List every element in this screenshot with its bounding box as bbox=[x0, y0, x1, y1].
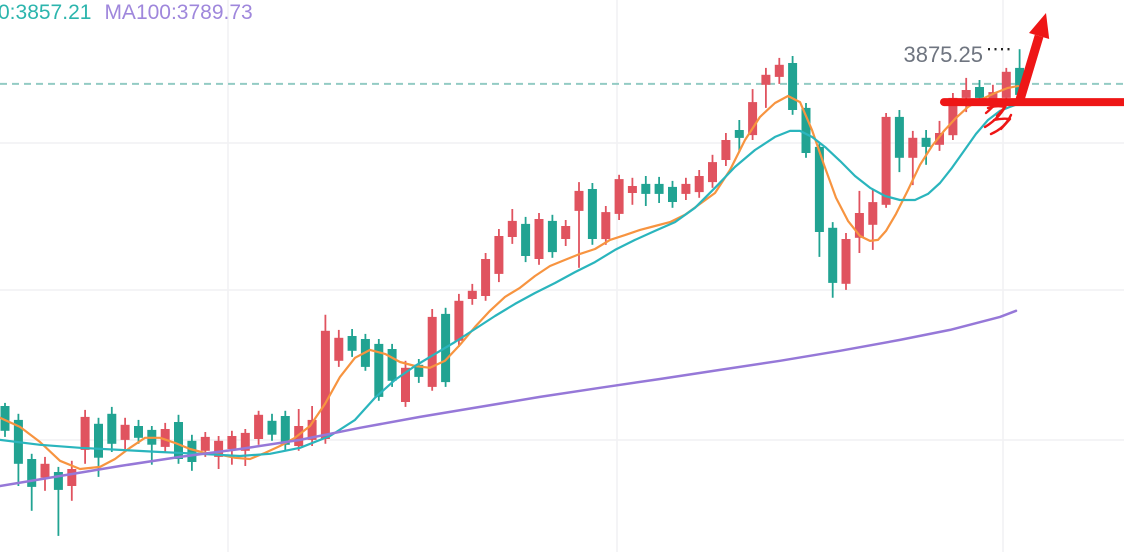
candle bbox=[961, 90, 971, 98]
candle bbox=[721, 140, 731, 160]
candle bbox=[828, 227, 838, 283]
candle bbox=[975, 87, 984, 98]
candle bbox=[374, 343, 384, 397]
candle bbox=[881, 116, 891, 205]
candle bbox=[40, 463, 50, 478]
MA100-line bbox=[0, 309, 1018, 488]
candle bbox=[134, 426, 143, 438]
candle bbox=[120, 424, 130, 440]
candle bbox=[0, 406, 10, 431]
candle bbox=[227, 436, 237, 449]
candle bbox=[214, 440, 224, 457]
candle bbox=[654, 183, 664, 194]
candle bbox=[53, 472, 63, 490]
candle bbox=[27, 459, 37, 487]
candle bbox=[80, 416, 90, 450]
candle bbox=[454, 300, 464, 341]
candle bbox=[814, 146, 824, 232]
candle bbox=[935, 133, 944, 145]
candle bbox=[240, 432, 250, 451]
candle bbox=[841, 239, 851, 284]
candle bbox=[788, 63, 798, 110]
candle bbox=[627, 186, 637, 193]
candle bbox=[521, 223, 531, 256]
candle bbox=[708, 162, 717, 183]
candle bbox=[307, 419, 317, 440]
candles bbox=[0, 49, 1025, 536]
candle bbox=[401, 367, 410, 402]
candle bbox=[1015, 67, 1025, 95]
candle bbox=[668, 186, 677, 202]
candle bbox=[641, 183, 651, 194]
long-marker-character bbox=[983, 100, 1013, 136]
candle bbox=[94, 423, 103, 458]
candle bbox=[948, 97, 958, 136]
candle bbox=[694, 176, 704, 193]
candle bbox=[334, 337, 344, 361]
candle bbox=[67, 469, 77, 486]
candle bbox=[427, 316, 437, 387]
ma100-legend-value: MA100:3789.73 bbox=[104, 1, 253, 24]
candle bbox=[988, 92, 998, 100]
candle bbox=[547, 220, 557, 253]
candle bbox=[414, 364, 424, 377]
candle bbox=[174, 422, 183, 459]
candle bbox=[734, 130, 744, 138]
candle bbox=[854, 213, 864, 238]
candle bbox=[494, 236, 504, 274]
candle bbox=[254, 414, 264, 439]
candle bbox=[267, 420, 277, 435]
candle bbox=[868, 202, 878, 225]
high-price-label: 3875.25 bbox=[903, 42, 983, 67]
ma-teal-line bbox=[0, 102, 1020, 458]
candle bbox=[774, 64, 784, 77]
candle bbox=[387, 349, 397, 381]
candle bbox=[280, 416, 290, 445]
candle bbox=[507, 220, 517, 237]
candle bbox=[1001, 71, 1011, 98]
ma30-legend-value: 0:3857.21 bbox=[0, 1, 92, 24]
candle bbox=[481, 259, 491, 296]
candle bbox=[200, 436, 210, 451]
candle bbox=[614, 179, 624, 214]
candle bbox=[908, 137, 918, 158]
ma-legend: 0:3857.21 MA100:3789.73 bbox=[0, 1, 253, 25]
candle bbox=[561, 226, 571, 239]
candle bbox=[748, 102, 758, 136]
candle bbox=[187, 440, 197, 462]
candle bbox=[894, 116, 904, 158]
candle bbox=[534, 219, 544, 259]
candle bbox=[107, 413, 117, 444]
trend-arrow-drawing[interactable] bbox=[1014, 13, 1050, 105]
candle bbox=[320, 330, 330, 439]
candle bbox=[761, 74, 771, 85]
candle bbox=[801, 107, 811, 153]
candle bbox=[347, 336, 357, 351]
candle bbox=[574, 190, 584, 211]
candle bbox=[467, 290, 477, 299]
candle bbox=[921, 137, 931, 147]
candle bbox=[681, 183, 691, 194]
candle bbox=[160, 429, 170, 447]
ma-orange-fast-line bbox=[0, 84, 1020, 471]
candle bbox=[601, 212, 611, 240]
candle bbox=[587, 189, 597, 239]
